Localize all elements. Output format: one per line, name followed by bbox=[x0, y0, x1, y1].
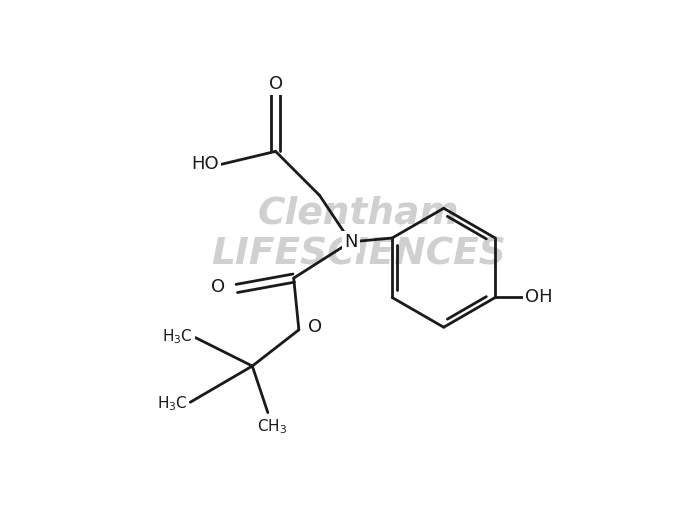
Text: OH: OH bbox=[525, 289, 553, 306]
Text: HO: HO bbox=[191, 155, 219, 173]
Text: H$_3$C: H$_3$C bbox=[162, 327, 193, 346]
Text: O: O bbox=[212, 278, 226, 296]
Text: O: O bbox=[269, 75, 283, 93]
Text: Clentham
LIFESCIENCES: Clentham LIFESCIENCES bbox=[211, 196, 506, 273]
Text: O: O bbox=[308, 318, 322, 336]
Text: CH$_3$: CH$_3$ bbox=[257, 418, 287, 436]
Text: N: N bbox=[344, 233, 357, 251]
Text: H$_3$C: H$_3$C bbox=[157, 394, 188, 413]
